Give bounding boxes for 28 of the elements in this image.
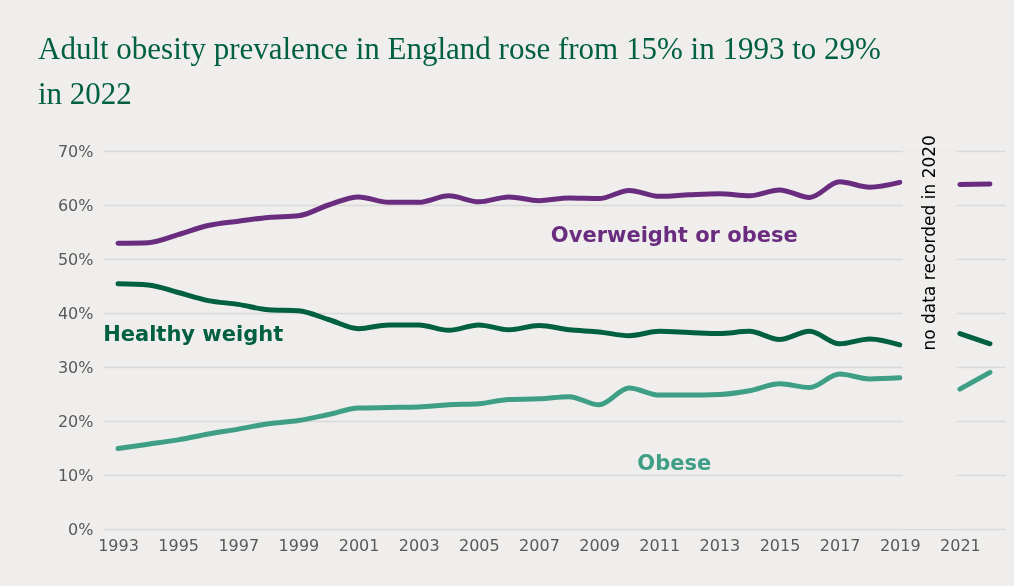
y-tick-label: 50% (57, 249, 94, 269)
x-tick-label: 1995 (158, 535, 200, 555)
x-tick-label: 1993 (98, 535, 139, 555)
y-tick-label: 10% (57, 465, 94, 485)
x-tick-label: 2021 (940, 535, 981, 555)
x-tick-label: 2011 (639, 535, 681, 555)
x-tick-label: 2013 (699, 535, 741, 555)
x-tick-label: 1999 (278, 535, 320, 555)
y-tick-label: 30% (57, 357, 94, 377)
y-tick-label: 0% (68, 519, 94, 539)
chart-title: Adult obesity prevalence in England rose from 15% in 1993 to 29% in 2022 (38, 30, 882, 113)
x-tick-label: 2007 (519, 535, 560, 555)
band-label: no data recorded in 2020 (918, 135, 939, 351)
x-tick-label: 1997 (218, 535, 260, 555)
series-label: Healthy weight (103, 321, 284, 346)
x-tick-label: 2009 (579, 535, 620, 555)
x-tick-label: 2005 (458, 535, 500, 555)
x-tick-label: 2001 (338, 535, 380, 555)
y-tick-label: 60% (57, 195, 94, 215)
x-tick-label: 2003 (398, 535, 440, 555)
y-tick-label: 40% (57, 303, 94, 323)
y-tick-label: 20% (57, 411, 94, 431)
x-tick-label: 2017 (819, 535, 861, 555)
series-label: Overweight or obese (550, 222, 798, 247)
y-tick-label: 70% (57, 141, 94, 161)
x-tick-label: 2015 (759, 535, 801, 555)
text: Obese (637, 451, 712, 476)
x-tick-label: 2019 (879, 535, 921, 555)
